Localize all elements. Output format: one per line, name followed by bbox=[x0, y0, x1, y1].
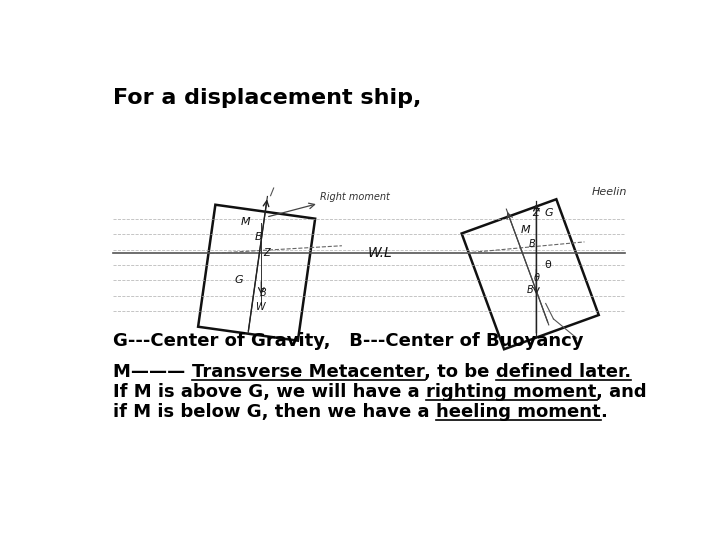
Text: if M is below G, then we have a: if M is below G, then we have a bbox=[113, 403, 436, 421]
Text: B: B bbox=[255, 232, 263, 242]
Text: Right moment: Right moment bbox=[320, 192, 390, 202]
Text: M———: M——— bbox=[113, 363, 192, 381]
Text: .: . bbox=[600, 403, 608, 421]
Text: For a displacement ship,: For a displacement ship, bbox=[113, 88, 422, 108]
Text: defined later.: defined later. bbox=[496, 363, 631, 381]
Text: G: G bbox=[235, 275, 243, 286]
Text: heeling moment: heeling moment bbox=[436, 403, 600, 421]
Text: B: B bbox=[260, 288, 266, 299]
Text: θ: θ bbox=[534, 273, 540, 283]
Text: , to be: , to be bbox=[425, 363, 496, 381]
Text: righting moment: righting moment bbox=[426, 383, 596, 401]
Text: B: B bbox=[527, 285, 534, 295]
Text: M: M bbox=[521, 225, 531, 235]
Text: M: M bbox=[241, 217, 251, 227]
Text: θ: θ bbox=[544, 260, 551, 270]
Text: G---Center of Gravity,   B---Center of Buoyancy: G---Center of Gravity, B---Center of Buo… bbox=[113, 332, 584, 350]
Text: Z: Z bbox=[532, 208, 539, 218]
Text: B: B bbox=[528, 239, 536, 249]
Text: Transverse Metacenter: Transverse Metacenter bbox=[192, 363, 425, 381]
Text: , and: , and bbox=[596, 383, 647, 401]
Text: If M is above G, we will have a: If M is above G, we will have a bbox=[113, 383, 426, 401]
Text: Z: Z bbox=[263, 248, 269, 258]
Text: W: W bbox=[255, 302, 265, 312]
Text: W.L: W.L bbox=[367, 246, 392, 260]
Text: G: G bbox=[544, 208, 553, 218]
Text: Heelin: Heelin bbox=[593, 187, 628, 197]
